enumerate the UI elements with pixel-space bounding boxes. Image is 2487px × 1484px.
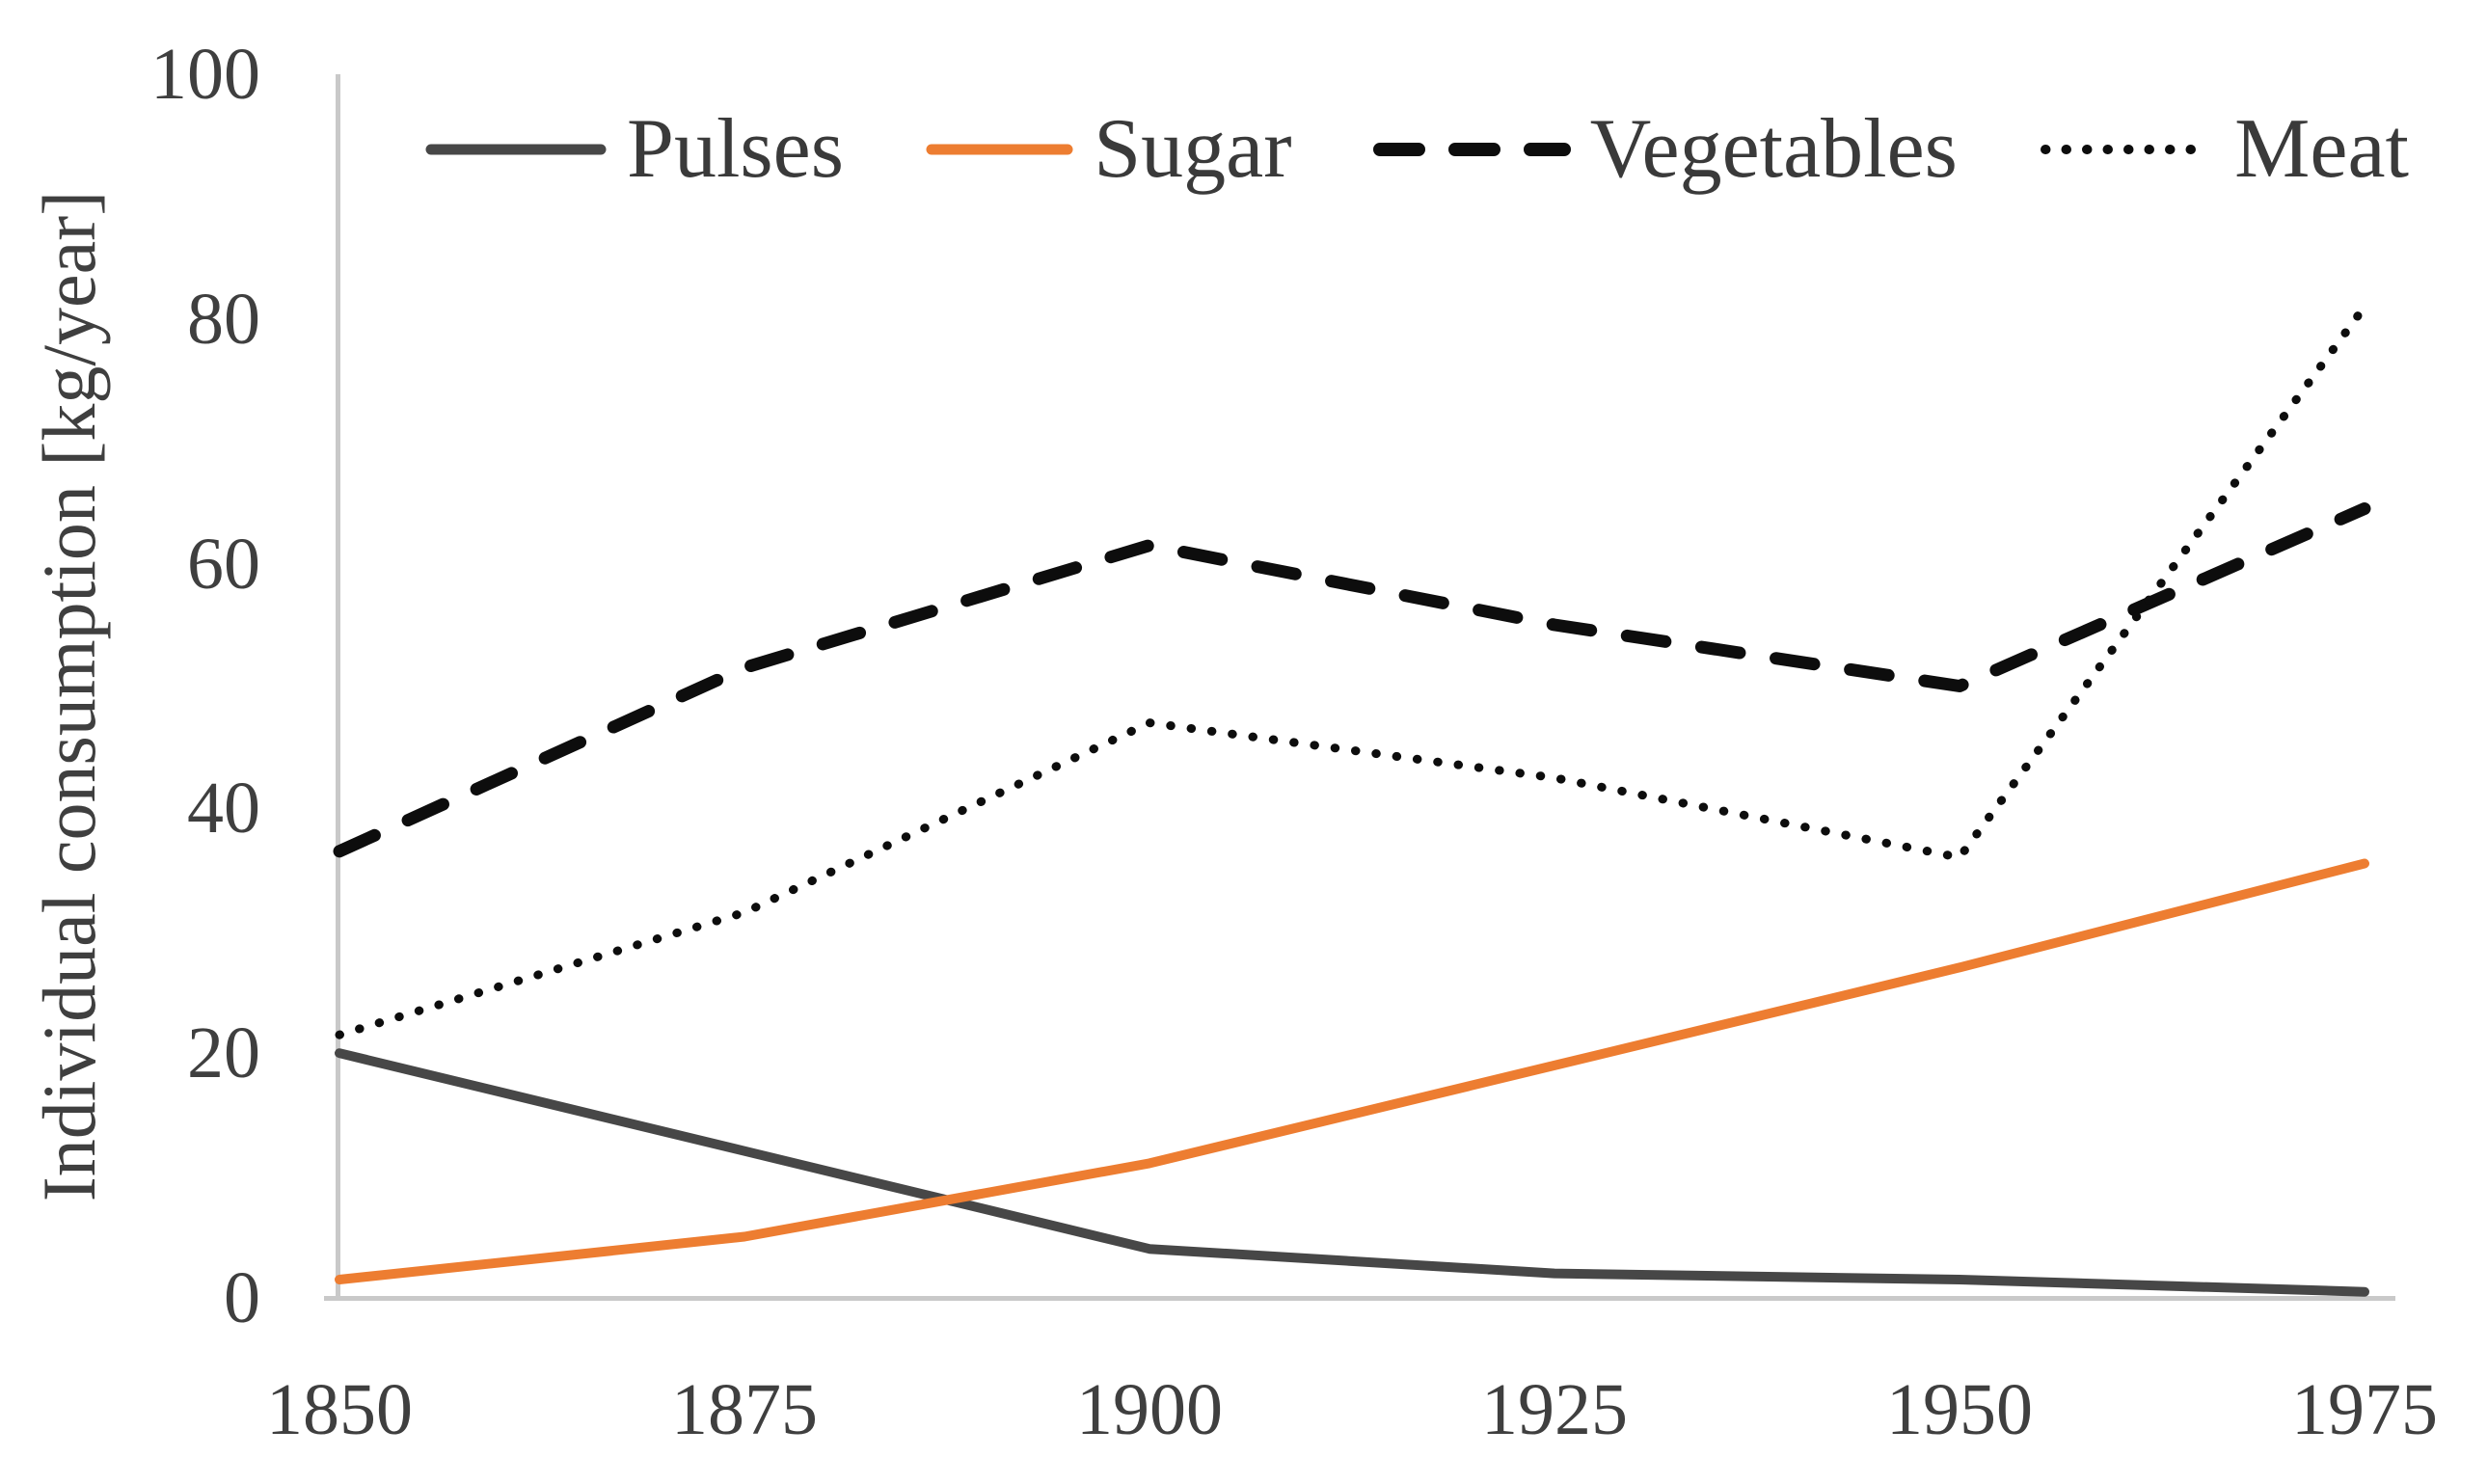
series-line-pulses bbox=[335, 1048, 2369, 1297]
legend-swatch-dashed-line-icon bbox=[1372, 143, 1571, 156]
series-line-sugar bbox=[335, 858, 2369, 1284]
legend-item-pulses: Pulses bbox=[424, 107, 844, 192]
series-line-vegetables bbox=[333, 502, 2371, 858]
x-tick-label: 1875 bbox=[671, 1369, 818, 1450]
y-axis-line bbox=[336, 74, 340, 1301]
x-tick-label: 1850 bbox=[266, 1369, 413, 1450]
legend-swatch-solid-line-icon bbox=[425, 144, 607, 155]
legend-item-vegetables: Vegetables bbox=[1372, 102, 1958, 196]
legend-item-meat: Meat bbox=[2039, 107, 2409, 192]
x-tick-label: 1950 bbox=[1886, 1369, 2033, 1450]
legend-item-sugar: Sugar bbox=[925, 102, 1292, 196]
plot-area bbox=[333, 302, 2371, 1297]
legend-label: Vegetables bbox=[1589, 102, 1958, 196]
legend-swatch-solid-line-icon bbox=[926, 144, 1073, 155]
y-tick-label: 0 bbox=[224, 1257, 260, 1338]
y-tick-label: 80 bbox=[187, 278, 260, 360]
legend-label: Pulses bbox=[627, 102, 844, 196]
legend-label: Meat bbox=[2234, 102, 2409, 196]
y-tick-label: 60 bbox=[187, 523, 260, 605]
x-axis-line bbox=[324, 1296, 2395, 1301]
y-tick-label: 40 bbox=[187, 768, 260, 850]
x-tick-label: 1975 bbox=[2291, 1369, 2438, 1450]
x-tick-label: 1925 bbox=[1481, 1369, 1628, 1450]
chart-legend: Pulses Sugar Vegetables Meat bbox=[424, 96, 2409, 202]
y-tick-label: 20 bbox=[187, 1012, 260, 1094]
legend-swatch-dotted-line-icon bbox=[2041, 145, 2214, 154]
y-axis-title: Individual consumption [kg/year] bbox=[27, 190, 111, 1202]
legend-label: Sugar bbox=[1094, 102, 1292, 196]
x-tick-label: 1900 bbox=[1076, 1369, 1223, 1450]
y-tick-label: 100 bbox=[150, 34, 260, 115]
series-line-meat bbox=[335, 302, 2369, 1039]
